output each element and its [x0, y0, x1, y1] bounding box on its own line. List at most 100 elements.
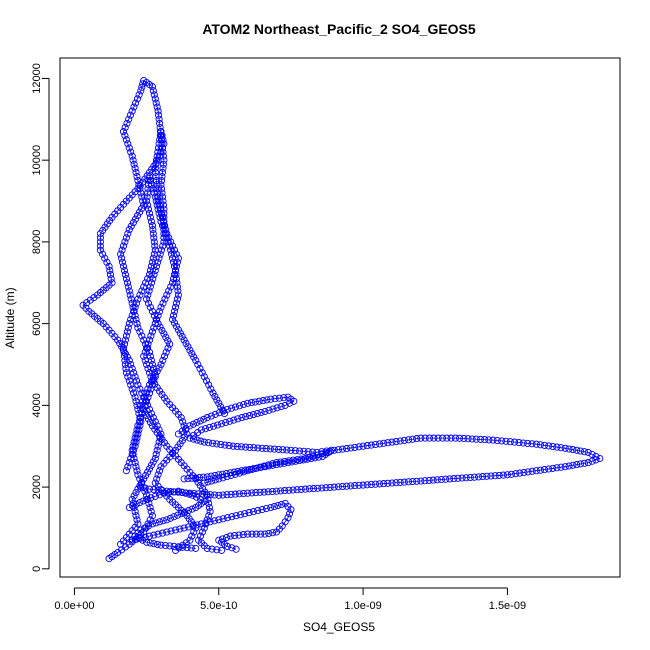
data-point: [392, 479, 400, 487]
data-point: [174, 287, 182, 295]
data-point: [198, 528, 206, 536]
data-point: [124, 230, 132, 238]
data-point: [460, 434, 468, 443]
data-point: [174, 326, 182, 334]
data-point: [309, 448, 317, 456]
data-point: [132, 488, 140, 497]
data-point: [456, 434, 464, 442]
data-point: [338, 482, 347, 491]
data-point: [130, 160, 138, 168]
data-point: [507, 470, 516, 478]
data-point: [120, 266, 129, 275]
data-point: [145, 485, 154, 493]
data-point: [246, 412, 254, 420]
series-layer: [79, 76, 604, 563]
data-point: [231, 490, 239, 498]
data-point: [152, 262, 161, 270]
data-point: [236, 511, 244, 519]
data-point: [464, 435, 472, 443]
data-point: [252, 489, 260, 497]
data-series: [174, 393, 335, 483]
data-point: [160, 330, 168, 338]
y-tick-label: 12000: [31, 63, 43, 94]
data-point: [434, 434, 442, 442]
data-point: [536, 466, 544, 474]
data-point: [206, 508, 214, 516]
data-point: [215, 491, 223, 499]
data-point: [147, 217, 155, 226]
data-point: [169, 254, 177, 262]
data-point: [154, 205, 162, 213]
data-point: [409, 435, 417, 443]
data-point: [144, 340, 152, 348]
data-point: [192, 544, 200, 552]
data-point: [138, 205, 146, 213]
data-point: [141, 348, 149, 356]
data-point: [155, 426, 163, 434]
data-point: [561, 463, 569, 471]
data-point: [160, 352, 169, 360]
data-point: [144, 365, 152, 373]
data-point: [184, 343, 192, 351]
data-point: [493, 436, 501, 445]
data-point: [133, 212, 142, 220]
data-point: [157, 177, 166, 185]
data-point: [188, 474, 196, 482]
data-point: [159, 164, 167, 172]
data-point: [221, 441, 229, 449]
data-point: [211, 471, 219, 480]
data-point: [160, 140, 168, 148]
data-point: [148, 258, 156, 266]
data-point: [588, 450, 596, 458]
data-point: [153, 152, 161, 160]
data-point: [246, 443, 254, 451]
data-point: [584, 459, 592, 467]
data-point: [215, 471, 223, 479]
data-point: [222, 533, 231, 542]
data-point: [265, 529, 273, 537]
data-point: [257, 530, 265, 538]
data-point: [166, 340, 174, 348]
data-point: [425, 434, 434, 442]
data-point: [206, 491, 215, 499]
data-point: [153, 103, 161, 111]
data-point: [275, 445, 283, 453]
data-point: [218, 420, 226, 428]
data-point: [263, 396, 271, 404]
data-point: [133, 434, 141, 442]
data-point: [149, 414, 157, 422]
data-point: [355, 443, 363, 451]
data-point: [132, 299, 141, 307]
data-point: [152, 156, 161, 164]
data-point: [131, 215, 140, 223]
data-point: [107, 275, 115, 283]
data-point: [122, 234, 130, 242]
data-point: [238, 467, 246, 475]
data-point: [124, 373, 132, 381]
data-point: [157, 463, 165, 471]
data-point: [96, 242, 104, 250]
data-point: [272, 461, 281, 469]
data-point: [392, 438, 400, 446]
data-point: [276, 460, 284, 468]
data-point: [242, 443, 250, 451]
data-point: [451, 434, 460, 442]
data-point: [154, 258, 162, 266]
data-point: [269, 529, 277, 537]
data-point: [169, 315, 177, 324]
data-point: [270, 445, 278, 453]
data-point: [134, 324, 142, 332]
data-point: [141, 524, 149, 532]
data-point: [520, 468, 528, 477]
data-point: [149, 226, 157, 234]
data-point: [151, 320, 159, 328]
data-point: [170, 319, 179, 327]
data-point: [244, 399, 252, 407]
data-point: [136, 385, 144, 393]
data-point: [189, 522, 197, 530]
data-point: [196, 532, 205, 540]
data-point: [258, 444, 266, 452]
data-point: [230, 416, 238, 424]
